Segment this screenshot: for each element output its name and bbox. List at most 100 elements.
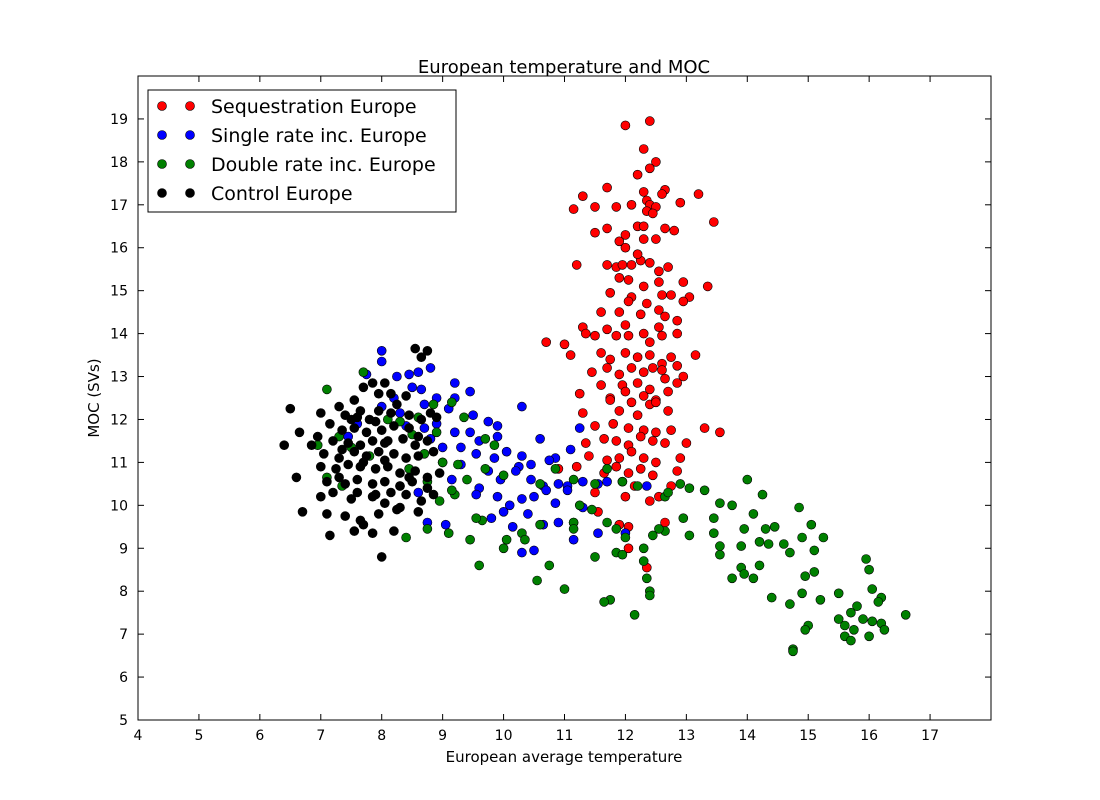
data-point <box>337 425 347 436</box>
data-point <box>605 354 616 365</box>
data-point <box>520 534 530 545</box>
data-point <box>623 468 634 478</box>
data-point <box>623 423 634 433</box>
data-point <box>340 511 351 521</box>
data-point <box>535 433 545 444</box>
data-point <box>440 519 451 530</box>
data-point <box>602 476 612 487</box>
data-point <box>446 485 457 496</box>
data-point <box>386 487 396 498</box>
data-point <box>571 461 582 472</box>
data-point <box>376 345 387 356</box>
data-point <box>422 472 433 483</box>
data-point <box>529 491 539 502</box>
y-tick-label: 18 <box>110 155 128 171</box>
data-point <box>742 474 753 485</box>
data-point <box>638 453 649 463</box>
data-point <box>800 624 811 635</box>
data-point <box>638 391 649 401</box>
data-point <box>641 481 652 491</box>
data-point <box>846 635 856 646</box>
data-point <box>675 197 686 208</box>
data-point <box>620 491 631 502</box>
data-point <box>715 498 725 509</box>
data-point <box>678 277 689 287</box>
data-point <box>559 584 570 594</box>
data-point <box>672 328 683 339</box>
data-point <box>644 116 655 126</box>
data-point <box>446 474 457 485</box>
data-point <box>413 487 424 498</box>
data-point <box>623 543 634 554</box>
legend-marker <box>157 159 167 169</box>
data-point <box>611 436 622 446</box>
data-point <box>449 427 460 438</box>
x-tick-label: 14 <box>738 728 756 744</box>
data-point <box>334 472 344 483</box>
legend-item: Sequestration Europe <box>157 96 417 118</box>
data-point <box>416 352 427 363</box>
series-3 <box>279 343 445 562</box>
data-point <box>611 330 622 341</box>
chart-title: European temperature and MOC <box>418 57 710 78</box>
data-point <box>638 367 649 378</box>
data-point <box>550 463 561 474</box>
data-point <box>504 500 515 511</box>
data-point <box>462 474 472 485</box>
data-point <box>526 474 536 485</box>
data-point <box>651 234 661 244</box>
data-point <box>614 406 625 416</box>
legend-marker <box>157 130 167 140</box>
x-tick-label: 13 <box>677 728 695 744</box>
data-point <box>867 616 878 627</box>
x-tick-label: 6 <box>255 728 264 744</box>
legend-marker <box>185 101 195 111</box>
x-tick-label: 10 <box>495 728 513 744</box>
data-point <box>422 524 433 534</box>
data-point <box>437 442 448 453</box>
data-point <box>401 532 411 543</box>
data-point <box>358 367 369 378</box>
data-point <box>343 459 354 470</box>
data-point <box>331 463 341 474</box>
data-point <box>596 380 606 390</box>
data-point <box>568 204 579 214</box>
data-point <box>684 483 695 494</box>
data-point <box>315 408 326 418</box>
data-point <box>675 479 686 489</box>
data-point <box>727 573 737 584</box>
data-point <box>620 242 631 253</box>
data-point <box>337 444 347 455</box>
y-tick-label: 13 <box>110 370 128 386</box>
data-point <box>465 427 475 438</box>
data-point <box>358 457 369 468</box>
data-point <box>638 281 649 292</box>
data-point <box>410 466 421 476</box>
points-layer <box>279 116 911 657</box>
data-point <box>517 401 527 412</box>
data-point <box>647 470 658 481</box>
data-point <box>413 506 424 517</box>
data-point <box>318 448 329 459</box>
data-point <box>785 599 795 609</box>
data-point <box>864 631 874 642</box>
data-point <box>590 202 600 212</box>
data-point <box>492 431 503 442</box>
data-point <box>800 571 811 582</box>
data-point <box>599 433 609 444</box>
data-point <box>785 547 795 558</box>
data-point <box>568 524 579 534</box>
data-point <box>322 476 332 487</box>
data-point <box>596 348 606 358</box>
data-point <box>471 489 482 500</box>
series-2 <box>312 367 911 657</box>
data-point <box>602 463 612 474</box>
data-point <box>846 607 856 618</box>
data-point <box>678 371 689 382</box>
data-point <box>806 519 817 530</box>
data-point <box>617 476 628 487</box>
data-point <box>465 386 475 397</box>
data-point <box>367 528 378 539</box>
data-point <box>410 440 421 451</box>
data-point <box>574 500 585 511</box>
